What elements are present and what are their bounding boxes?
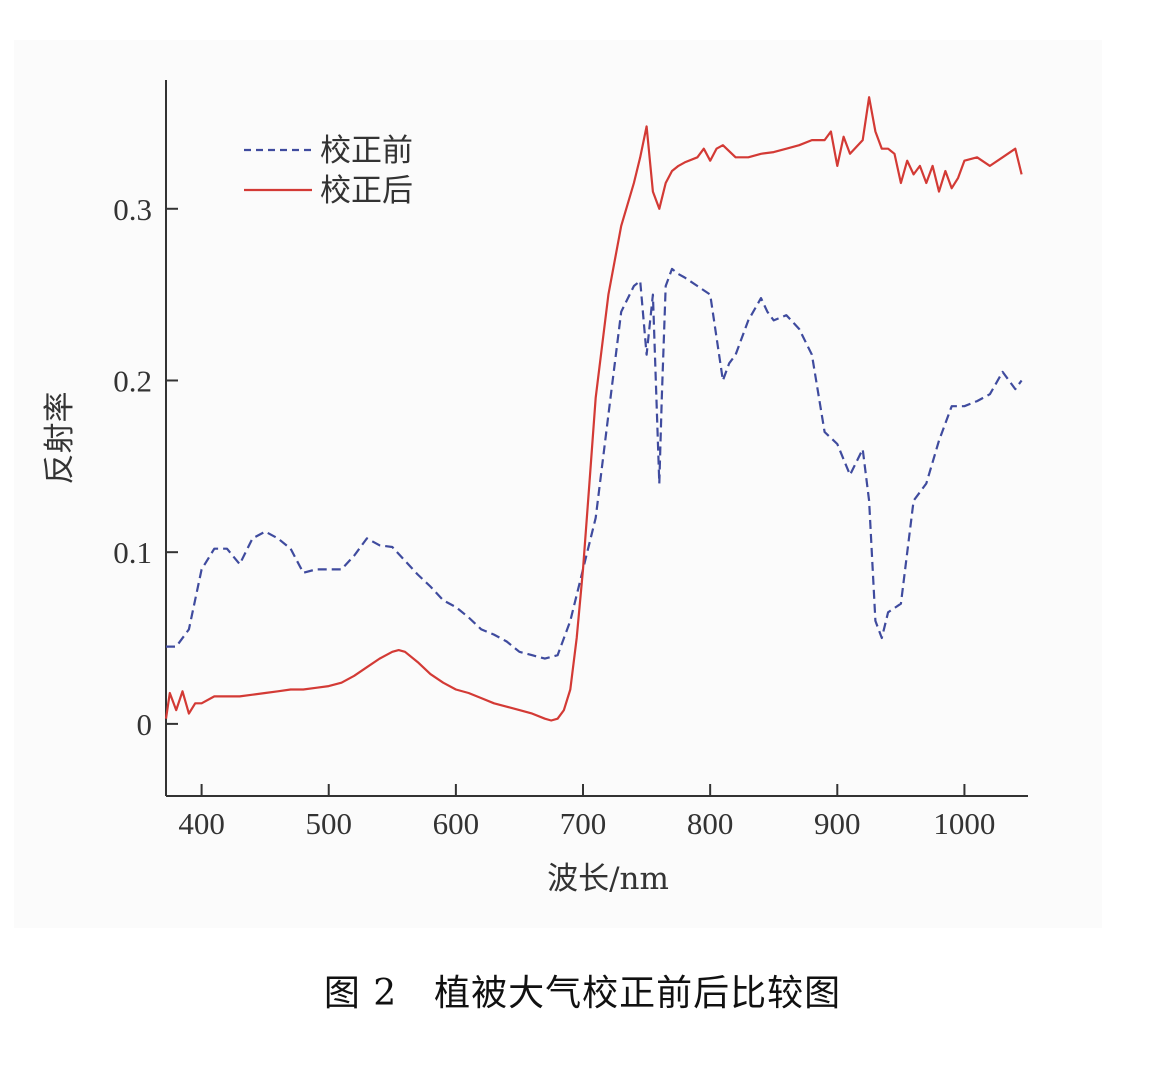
y-tick-label-0.3: 0.3: [113, 192, 152, 227]
x-tick-label-1000: 1000: [933, 806, 995, 841]
x-tick-label-800: 800: [687, 806, 734, 841]
x-tick-label-500: 500: [305, 806, 352, 841]
legend-label-after: 校正后: [320, 173, 413, 209]
series: [164, 96, 1023, 722]
y-tick-label-0: 0: [137, 707, 153, 742]
figure-caption: 图 2 植被大气校正前后比较图: [323, 973, 842, 1014]
series-line-after-correction: [164, 96, 1023, 722]
legend-label-before: 校正前: [320, 133, 413, 169]
x-tick-label-400: 400: [178, 806, 225, 841]
x-tick-label-600: 600: [433, 806, 480, 841]
axes: [165, 80, 1028, 797]
x-tick-label-900: 900: [814, 806, 861, 841]
y-axis-title: 反射率: [42, 392, 78, 485]
ticks: 400 500 600 700 800 900 1000 0 0.1 0.2 0.3: [113, 192, 995, 841]
legend: 校正前 校正后: [244, 133, 413, 209]
x-axis-title: 波长/nm: [547, 861, 669, 897]
y-tick-label-0.2: 0.2: [113, 363, 152, 398]
y-tick-label-0.1: 0.1: [113, 535, 152, 570]
x-tick-label-700: 700: [560, 806, 607, 841]
series-line-before-correction: [166, 267, 1023, 660]
reflectance-chart: 400 500 600 700 800 900 1000 0 0.1 0.2 0.3 校正前 校正后…: [42, 80, 1028, 897]
figure-panel: [14, 40, 1102, 928]
